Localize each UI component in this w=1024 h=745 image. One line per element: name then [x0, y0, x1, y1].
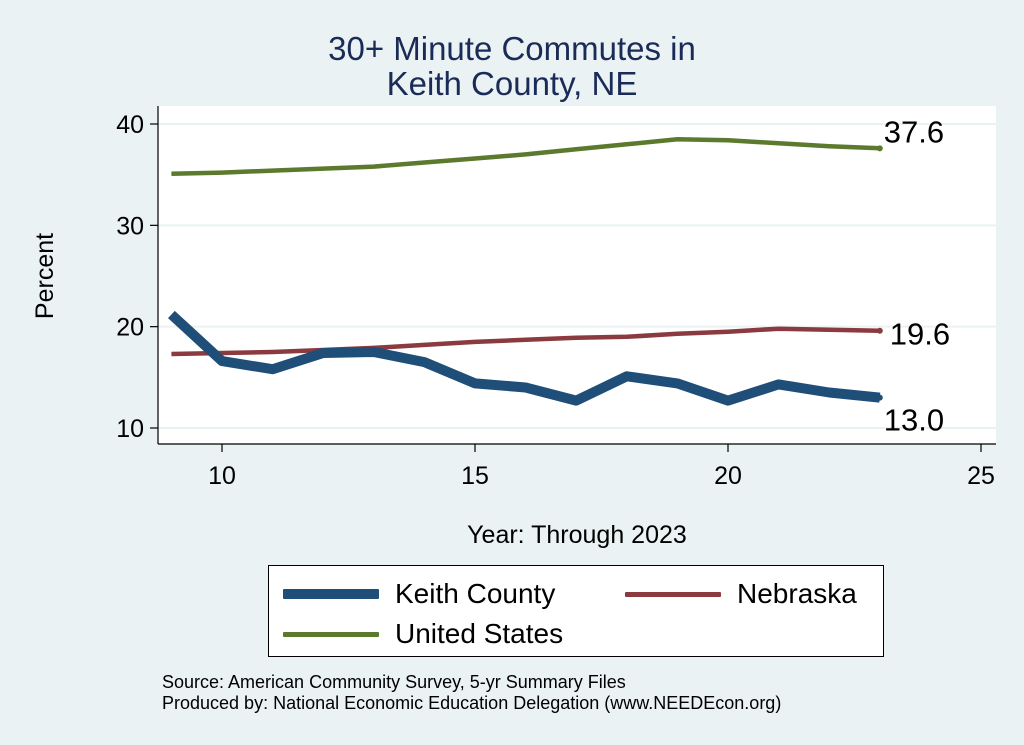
legend-item-united-states: United States: [283, 616, 563, 652]
series-end-point-nebraska: [876, 327, 883, 334]
end-label-united-states: 37.6: [884, 114, 944, 149]
legend: Keith County Nebraska United States: [268, 565, 884, 657]
legend-label-keith-county: Keith County: [395, 578, 556, 609]
y-tick-label-30: 30: [116, 212, 144, 240]
x-tick-label-15: 15: [461, 462, 489, 490]
legend-item-nebraska: Nebraska: [625, 576, 857, 612]
x-tick-label-25: 25: [967, 462, 995, 490]
legend-swatch-united-states: [283, 631, 379, 637]
chart-title-line-2: Keith County, NE: [386, 65, 638, 102]
source-line-2: Produced by: National Economic Education…: [162, 693, 782, 713]
chart-title-line-1: 30+ Minute Commutes in: [328, 30, 696, 67]
y-axis-title: Percent: [31, 233, 59, 319]
series-end-point-keith-county: [876, 394, 883, 401]
x-axis-title: Year: Through 2023: [467, 521, 687, 549]
series-end-point-united-states: [876, 145, 883, 152]
legend-label-nebraska: Nebraska: [737, 578, 857, 609]
plot-area: [158, 106, 996, 444]
source-line-1: Source: American Community Survey, 5-yr …: [162, 672, 626, 692]
source-note: Source: American Community Survey, 5-yr …: [162, 672, 781, 714]
x-tick-label-10: 10: [208, 462, 236, 490]
legend-label-united-states: United States: [395, 618, 564, 649]
line-chart: 10 20 30 40 10 15 20 25 Year: Through 2023 Percen…: [31, 106, 996, 549]
legend-swatch-keith-county: [283, 589, 379, 599]
x-tick-label-20: 20: [714, 462, 742, 490]
legend-item-keith-county: Keith County: [283, 576, 555, 612]
y-tick-label-10: 10: [116, 415, 144, 443]
legend-swatch-nebraska: [625, 591, 721, 597]
y-tick-label-40: 40: [116, 111, 144, 139]
series-line-keith-county: [168, 310, 881, 406]
y-tick-label-20: 20: [116, 314, 144, 342]
end-label-nebraska: 19.6: [890, 317, 950, 352]
end-label-keith-county: 13.0: [884, 403, 944, 438]
series-line-nebraska: [171, 326, 880, 357]
series-line-united-states: [171, 136, 880, 176]
